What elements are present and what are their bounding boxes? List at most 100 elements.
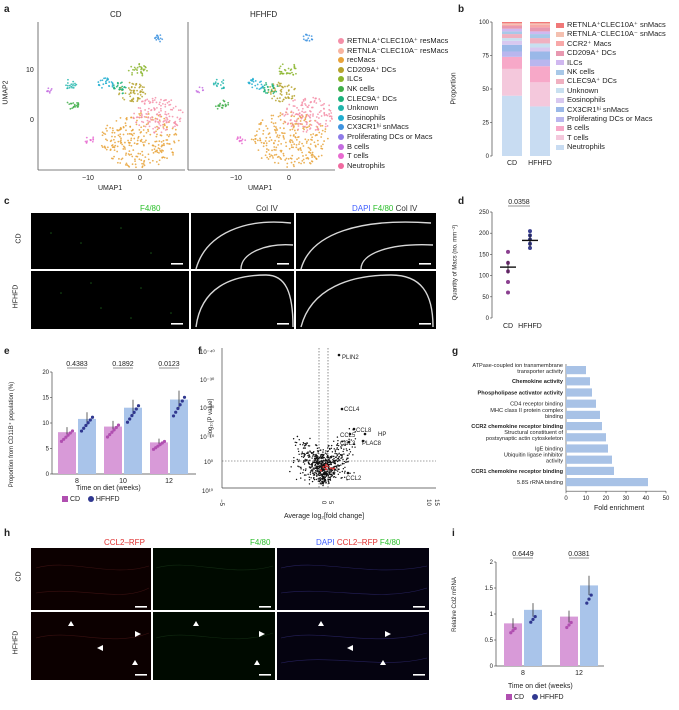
umap-legend-item: Eosinophils [338,113,448,123]
bar [104,426,122,474]
gene-point [343,440,345,442]
umap-cell [291,95,294,98]
umap-cell [216,107,219,110]
h-col-title-merge: DAPI CCL2–RFP F4/80 [316,538,401,547]
umap-cell [150,118,152,121]
umap-cell [277,143,279,146]
gene-point [331,455,333,457]
gene-point [313,468,315,471]
umap-cell [143,115,146,118]
umap-cell [292,146,295,149]
umap-cell [121,143,124,146]
gene-point [349,451,352,453]
umap-cell [280,94,283,96]
gene-point [313,476,315,479]
ytick: 5 [46,447,50,453]
gene-point [308,479,311,481]
umap-cell [275,90,278,93]
umap-cell [137,135,140,138]
umap-cell [112,129,114,132]
umap-cell [162,139,165,142]
umap-cell [129,95,132,98]
gene-point [325,482,327,484]
umap-cell [277,115,280,118]
umap-cell [264,140,267,142]
umap-cell [136,139,139,142]
umap-ylabel: UMAP2 [2,80,10,105]
gene-point [317,478,319,480]
umap-cell [104,138,107,141]
umap-cell [300,149,302,152]
umap-cell [311,151,314,154]
umap-cell [315,158,318,160]
umap-cell [316,139,319,142]
gene-point [334,456,337,458]
go-term-label: binding [545,414,563,420]
umap-cell [317,143,319,146]
umap-cell [311,136,314,139]
umap-cell [119,162,122,164]
ytick: 0.5 [485,638,494,644]
umap-cell [149,161,151,164]
umap-cell [177,109,180,112]
gene-point [346,449,348,452]
umap-cell [111,84,114,86]
umap-cell [307,114,310,117]
umap-cell [275,153,278,156]
umap-cell [116,161,119,164]
gene-point [313,451,315,453]
umap-cell [159,37,162,40]
gene-point [346,457,348,460]
umap-cell [136,72,139,74]
umap-cell [320,145,323,148]
gene-label-ccl4: CCL4 [344,407,360,413]
umap-cell [324,128,327,130]
umap-cell [312,113,314,116]
umap-cell [84,140,87,143]
umap-cell [147,123,149,125]
umap-cell [110,139,113,142]
umap-cell [166,126,168,128]
umap-cell [128,144,131,147]
umap-cell [316,121,319,124]
labelled-gene-point [352,427,356,431]
proportion-legend-item: Unknown [556,86,666,95]
legend-swatch [556,69,564,75]
umap-cell [143,135,145,138]
umap-cell [126,164,129,166]
umap-cell [131,73,133,76]
umap-cell [266,92,269,94]
umap-cell [147,113,150,115]
gene-point [311,480,314,483]
gene-point [321,475,324,477]
gene-point [313,459,315,461]
umap-cell [282,135,285,137]
umap-cell [269,85,272,88]
umap-cell [284,113,287,116]
cd11b-xlabel: Time on diet (weeks) [76,485,141,492]
umap-cell [157,144,160,146]
umap-cell [258,123,261,125]
gene-point [354,431,356,433]
umap-cell [297,109,300,111]
umap-cell [111,131,114,134]
umap-cell [294,99,296,101]
legend-swatch [556,144,564,150]
umap-cell [321,124,324,127]
umap-cell [130,116,132,119]
umap-cell [264,89,266,92]
umap-cell [113,149,116,151]
mac-point [528,229,532,234]
legend-i-hfhfd-label: HFHFD [539,694,564,701]
umap-cell [120,137,122,140]
umap-cell [318,131,321,134]
umap-cell [131,134,134,137]
umap-cell [136,66,139,69]
umap-cell [273,148,276,151]
umap-cell [320,104,323,107]
umap-cell [302,158,305,161]
gene-point [333,448,335,450]
panel-label-h: h [4,528,11,539]
go-term-label: IgE binding [535,446,563,452]
umap-cell [166,118,169,121]
